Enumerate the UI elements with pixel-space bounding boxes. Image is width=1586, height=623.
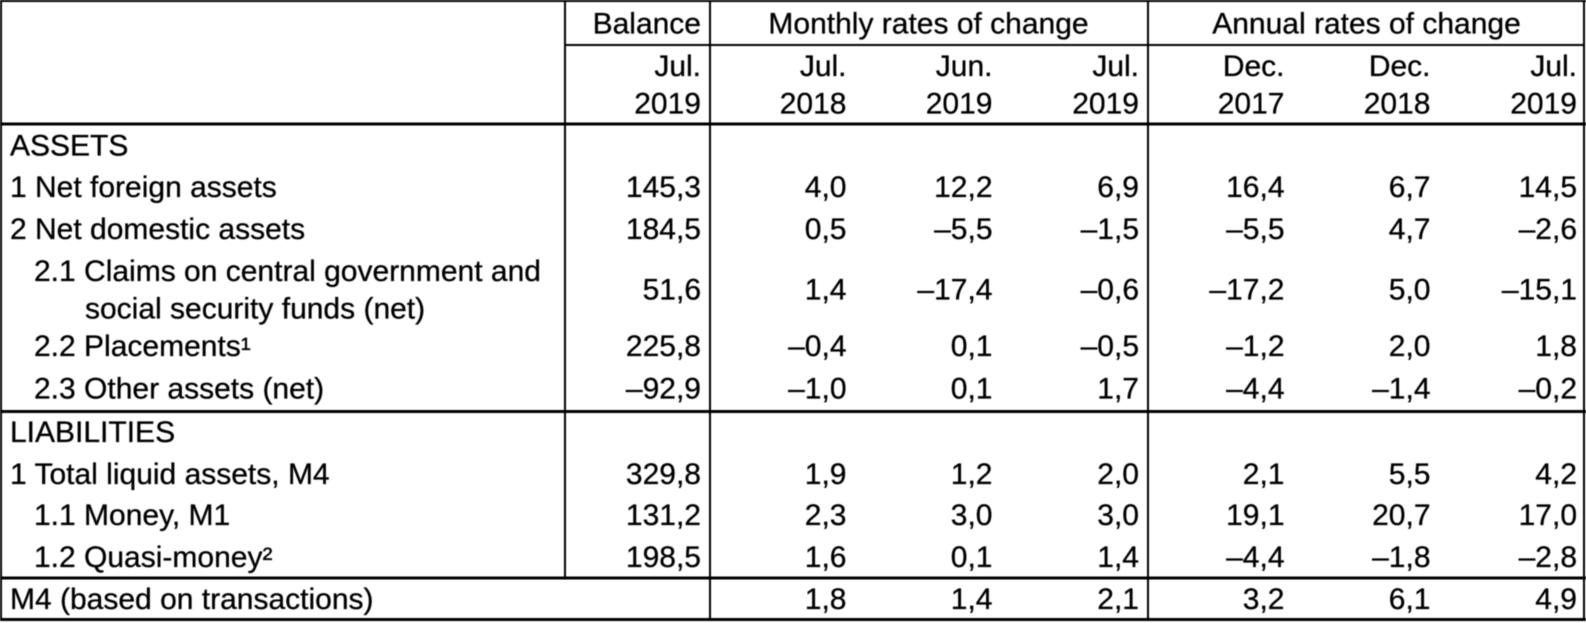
svg-text:184,5: 184,5 — [626, 213, 701, 246]
svg-text:2,3: 2,3 — [805, 499, 847, 532]
svg-text:–0,4: –0,4 — [788, 330, 846, 363]
svg-text:–4,4: –4,4 — [1226, 541, 1284, 574]
svg-text:12,2: 12,2 — [934, 171, 992, 204]
svg-text:–0,6: –0,6 — [1081, 274, 1139, 307]
svg-text:–2,8: –2,8 — [1519, 541, 1577, 574]
svg-text:5,0: 5,0 — [1389, 274, 1431, 307]
svg-text:–0,5: –0,5 — [1081, 330, 1139, 363]
svg-text:2 Net domestic assets: 2 Net domestic assets — [10, 213, 305, 246]
svg-text:Jul.: Jul. — [1530, 50, 1577, 83]
svg-text:2.2 Placements¹: 2.2 Placements¹ — [34, 330, 251, 365]
svg-text:145,3: 145,3 — [626, 171, 701, 204]
svg-text:–92,9: –92,9 — [626, 373, 701, 406]
svg-text:–1,4: –1,4 — [1372, 373, 1430, 406]
svg-text:4,7: 4,7 — [1389, 213, 1431, 246]
svg-text:2,0: 2,0 — [1389, 330, 1431, 363]
svg-text:1,8: 1,8 — [1535, 330, 1577, 363]
svg-text:1,4: 1,4 — [1097, 541, 1139, 574]
svg-text:2.3 Other assets (net): 2.3 Other assets (net) — [34, 373, 324, 406]
svg-text:1,6: 1,6 — [805, 541, 847, 574]
svg-text:–1,0: –1,0 — [788, 373, 846, 406]
svg-text:2.1 Claims on central governme: 2.1 Claims on central government and — [34, 255, 541, 288]
svg-text:1 Net foreign assets: 1 Net foreign assets — [10, 171, 277, 204]
svg-text:–17,4: –17,4 — [917, 274, 992, 307]
svg-text:Monthly rates of change: Monthly rates of change — [768, 8, 1088, 41]
svg-text:4,2: 4,2 — [1535, 458, 1577, 491]
svg-text:4,0: 4,0 — [805, 171, 847, 204]
svg-text:225,8: 225,8 — [626, 330, 701, 363]
svg-text:2,1: 2,1 — [1243, 458, 1285, 491]
svg-text:0,1: 0,1 — [951, 541, 993, 574]
svg-text:social security funds (net): social security funds (net) — [85, 293, 425, 326]
svg-text:Balance: Balance — [593, 8, 701, 41]
svg-text:Dec.: Dec. — [1369, 50, 1431, 83]
svg-text:6,1: 6,1 — [1389, 583, 1431, 616]
svg-text:51,6: 51,6 — [643, 274, 701, 307]
svg-text:5,5: 5,5 — [1389, 458, 1431, 491]
svg-text:1 Total liquid assets, M4: 1 Total liquid assets, M4 — [10, 458, 330, 491]
svg-text:1,7: 1,7 — [1097, 373, 1139, 406]
svg-text:2,1: 2,1 — [1097, 583, 1139, 616]
svg-text:ASSETS: ASSETS — [10, 130, 128, 163]
svg-text:Dec.: Dec. — [1223, 50, 1285, 83]
svg-text:Jul.: Jul. — [800, 50, 847, 83]
svg-text:–1,2: –1,2 — [1226, 330, 1284, 363]
svg-text:131,2: 131,2 — [626, 499, 701, 532]
svg-text:329,8: 329,8 — [626, 458, 701, 491]
svg-text:2019: 2019 — [1510, 88, 1577, 121]
svg-text:–1,5: –1,5 — [1081, 213, 1139, 246]
svg-text:–1,8: –1,8 — [1372, 541, 1430, 574]
svg-text:2019: 2019 — [1072, 88, 1139, 121]
svg-text:16,4: 16,4 — [1226, 171, 1284, 204]
svg-text:2018: 2018 — [1364, 88, 1431, 121]
svg-text:Annual rates of change: Annual rates of change — [1212, 8, 1521, 41]
svg-text:0,1: 0,1 — [951, 330, 993, 363]
svg-text:4,9: 4,9 — [1535, 583, 1577, 616]
svg-text:0,1: 0,1 — [951, 373, 993, 406]
svg-text:–4,4: –4,4 — [1226, 373, 1284, 406]
svg-text:6,7: 6,7 — [1389, 171, 1431, 204]
svg-text:3,0: 3,0 — [1097, 499, 1139, 532]
svg-text:2017: 2017 — [1218, 88, 1285, 121]
svg-text:Jun.: Jun. — [936, 50, 993, 83]
svg-text:LIABILITIES: LIABILITIES — [10, 416, 175, 449]
svg-text:1,9: 1,9 — [805, 458, 847, 491]
svg-text:2019: 2019 — [926, 88, 993, 121]
svg-text:2019: 2019 — [634, 88, 701, 121]
svg-text:14,5: 14,5 — [1519, 171, 1577, 204]
svg-text:–2,6: –2,6 — [1519, 213, 1577, 246]
svg-text:1.2 Quasi-money²: 1.2 Quasi-money² — [34, 541, 272, 575]
svg-text:–0,2: –0,2 — [1519, 373, 1577, 406]
svg-text:17,0: 17,0 — [1519, 499, 1577, 532]
svg-text:–5,5: –5,5 — [934, 213, 992, 246]
svg-text:–15,1: –15,1 — [1502, 274, 1577, 307]
svg-text:M4 (based on transactions): M4 (based on transactions) — [10, 583, 374, 616]
svg-text:Jul.: Jul. — [654, 50, 701, 83]
svg-text:19,1: 19,1 — [1226, 499, 1284, 532]
svg-text:198,5: 198,5 — [626, 541, 701, 574]
svg-text:2,0: 2,0 — [1097, 458, 1139, 491]
svg-text:20,7: 20,7 — [1372, 499, 1430, 532]
svg-text:1,4: 1,4 — [805, 274, 847, 307]
svg-text:6,9: 6,9 — [1097, 171, 1139, 204]
svg-text:3,0: 3,0 — [951, 499, 993, 532]
svg-text:2018: 2018 — [780, 88, 847, 121]
svg-text:0,5: 0,5 — [805, 213, 847, 246]
svg-text:1.1 Money, M1: 1.1 Money, M1 — [34, 499, 230, 532]
svg-text:–5,5: –5,5 — [1226, 213, 1284, 246]
svg-text:3,2: 3,2 — [1243, 583, 1285, 616]
svg-text:Jul.: Jul. — [1092, 50, 1139, 83]
svg-text:1,8: 1,8 — [805, 583, 847, 616]
svg-text:1,2: 1,2 — [951, 458, 993, 491]
svg-text:–17,2: –17,2 — [1209, 274, 1284, 307]
svg-text:1,4: 1,4 — [951, 583, 993, 616]
